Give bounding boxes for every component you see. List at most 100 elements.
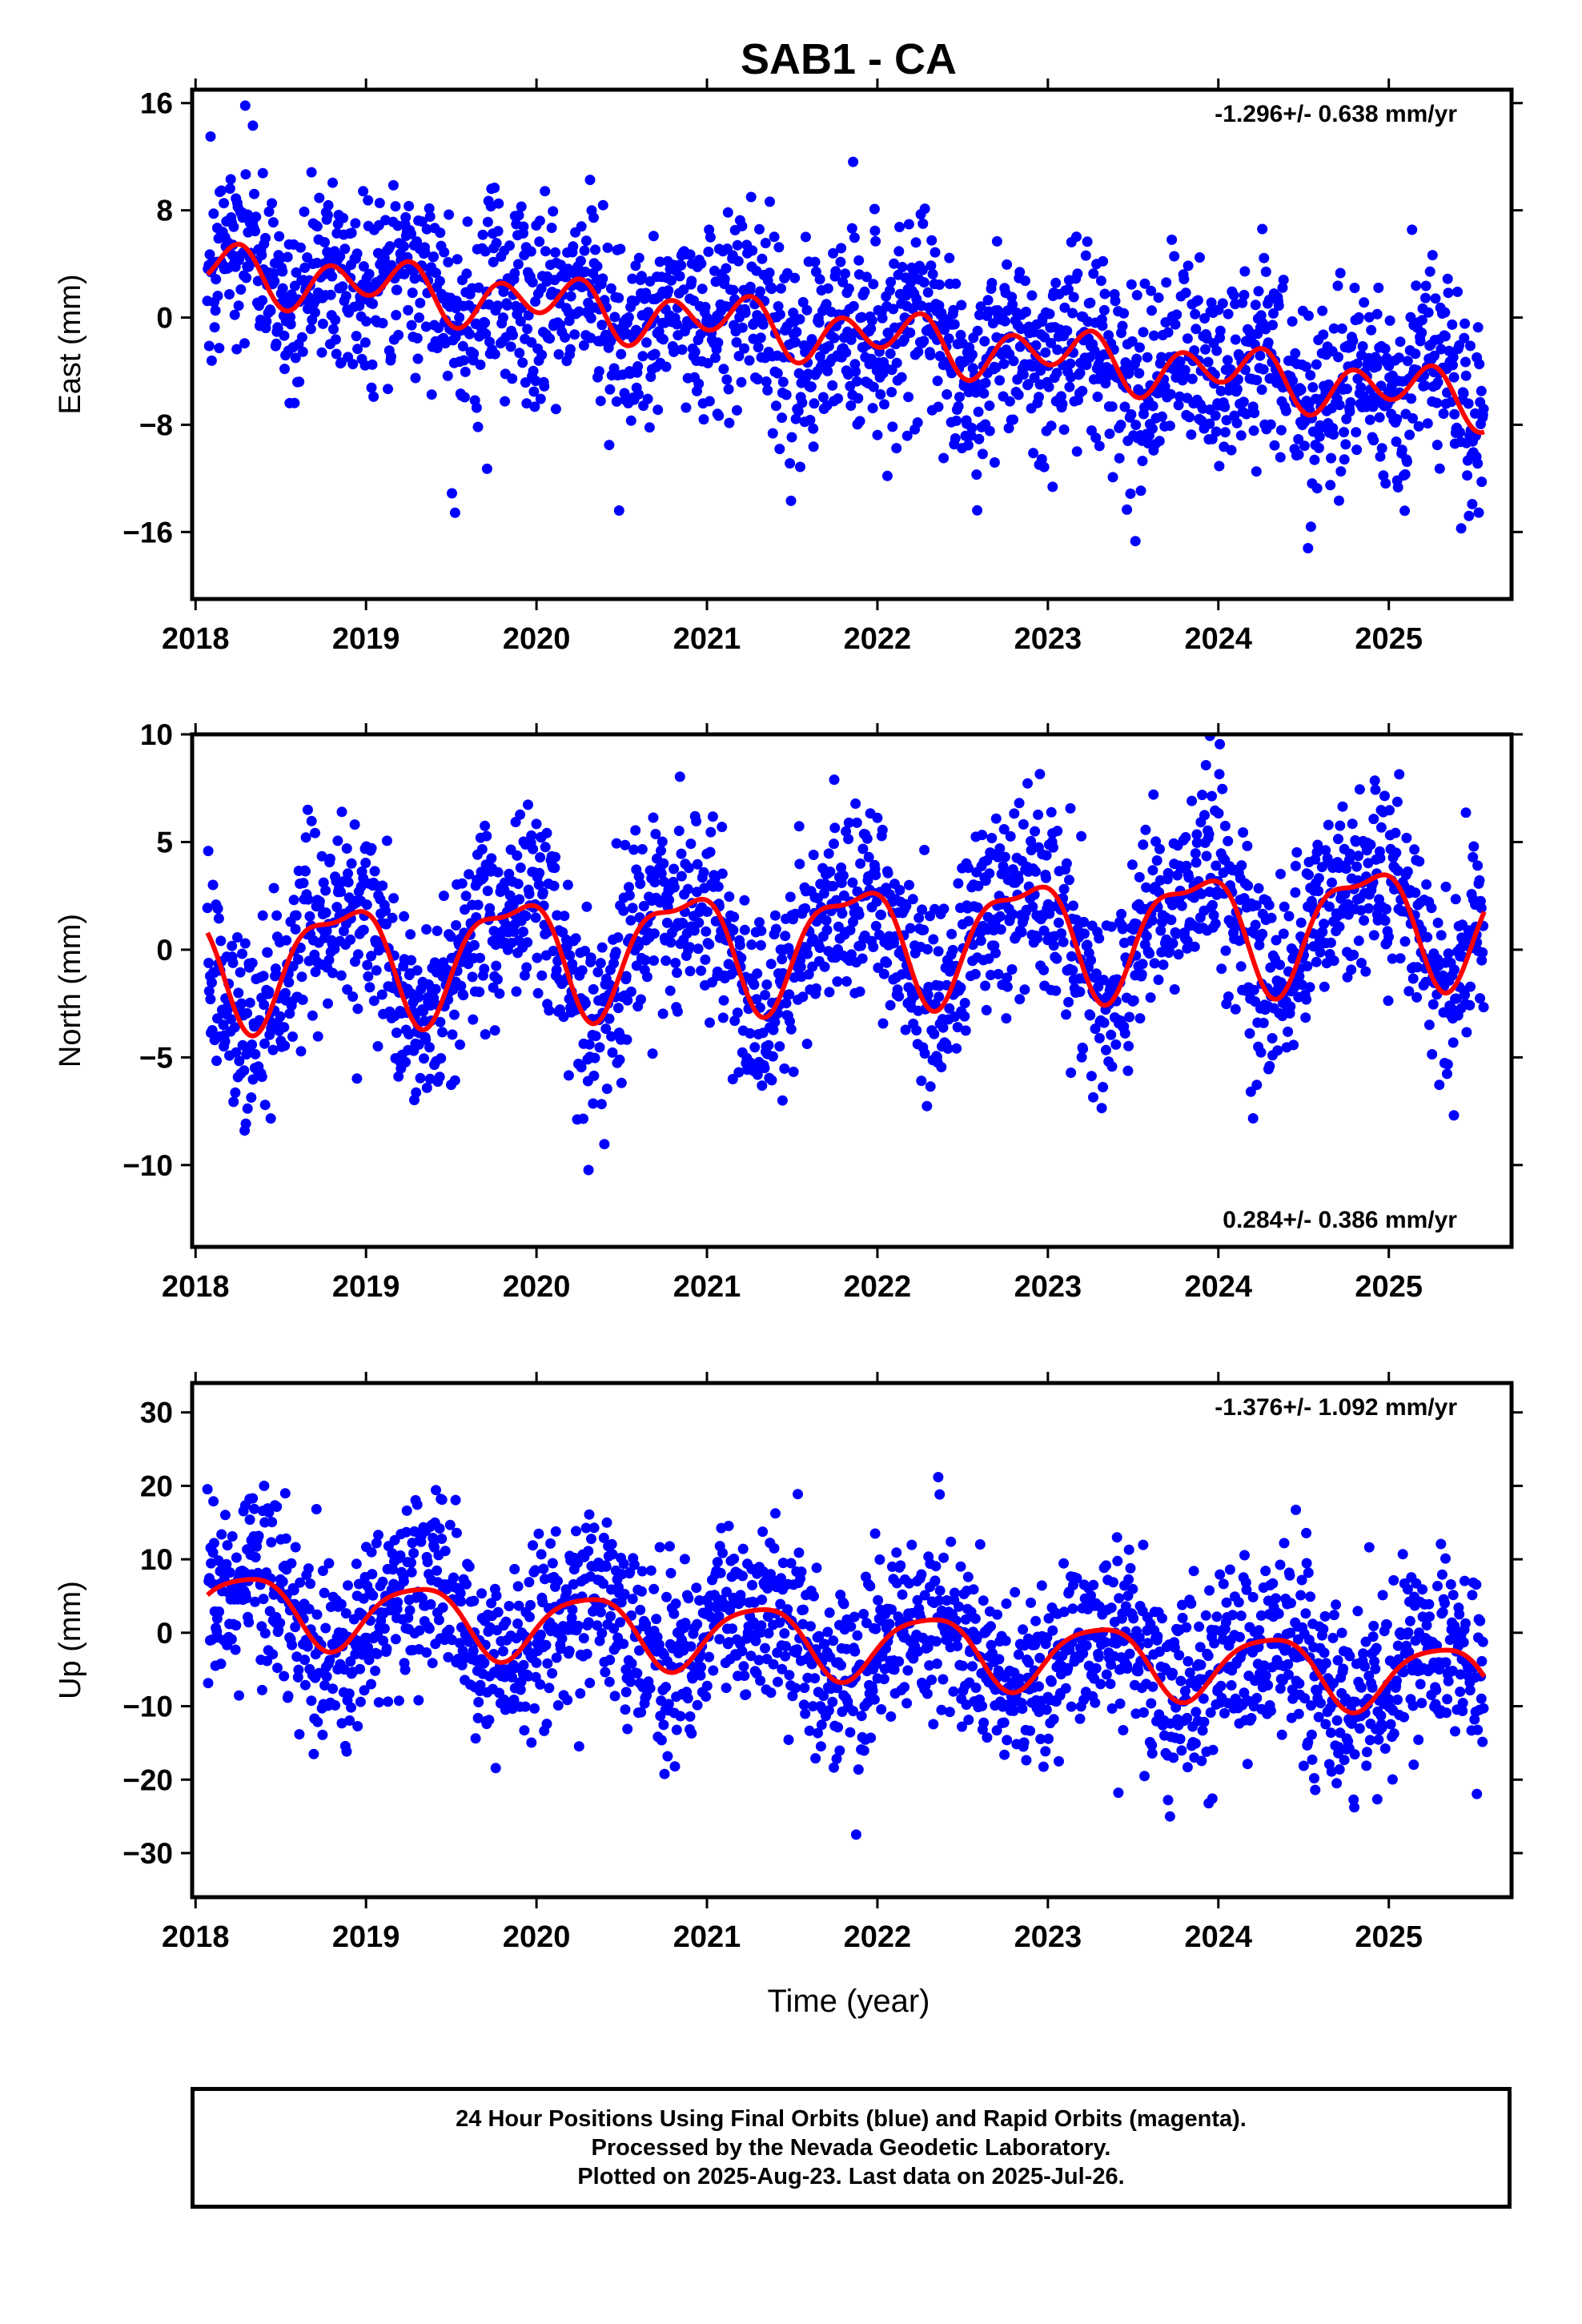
data-point <box>760 1642 770 1654</box>
data-point <box>363 971 374 982</box>
data-point <box>1451 993 1462 1004</box>
data-point <box>1473 507 1484 518</box>
data-point <box>330 315 341 325</box>
data-point <box>520 911 532 922</box>
data-point <box>1170 928 1182 939</box>
data-point <box>721 263 732 274</box>
data-point <box>608 1623 620 1634</box>
data-point <box>459 355 469 366</box>
data-point <box>737 1543 749 1554</box>
data-point <box>212 291 223 301</box>
data-point <box>857 312 867 323</box>
data-point <box>586 1534 596 1545</box>
data-point <box>705 231 716 243</box>
data-point <box>774 1041 785 1052</box>
data-point <box>671 1724 682 1735</box>
data-point <box>1095 275 1106 287</box>
data-point <box>588 1098 599 1109</box>
data-point <box>1058 424 1070 435</box>
data-point <box>490 1763 501 1774</box>
data-point <box>1344 406 1355 417</box>
data-point <box>701 1680 713 1691</box>
data-point <box>472 899 484 911</box>
data-point <box>789 272 801 283</box>
data-point <box>211 274 222 285</box>
data-point <box>1166 915 1177 926</box>
data-point <box>366 382 377 393</box>
data-point <box>1064 875 1074 886</box>
data-point <box>1059 302 1070 313</box>
x-tick-label: 2019 <box>332 622 400 656</box>
x-tick-label: 2020 <box>503 622 571 656</box>
data-point <box>358 261 369 272</box>
data-point <box>267 198 278 209</box>
data-point <box>513 1600 524 1611</box>
data-point <box>480 1029 491 1040</box>
data-point <box>644 422 655 433</box>
data-point <box>562 1695 573 1706</box>
data-point <box>732 404 742 416</box>
data-point <box>755 939 766 951</box>
data-point <box>962 440 974 451</box>
data-point <box>800 231 811 243</box>
data-point <box>303 1603 315 1614</box>
data-point <box>808 850 819 860</box>
data-point <box>595 1606 606 1618</box>
data-point <box>480 820 491 831</box>
data-point <box>616 348 627 360</box>
data-point <box>1210 410 1221 421</box>
data-point <box>1401 456 1412 468</box>
data-point <box>406 228 417 239</box>
data-point <box>984 425 995 436</box>
data-point <box>561 1586 572 1597</box>
data-point <box>797 397 808 408</box>
data-point <box>766 283 777 295</box>
data-point <box>1136 969 1147 980</box>
data-point <box>351 331 362 342</box>
data-point <box>476 1588 488 1599</box>
data-point <box>1098 255 1109 267</box>
data-point <box>344 1715 355 1726</box>
data-point <box>672 319 682 330</box>
data-point <box>994 843 1006 854</box>
data-point <box>1273 300 1284 312</box>
data-point <box>606 1538 617 1550</box>
data-point <box>727 1074 738 1084</box>
data-point <box>849 232 860 243</box>
data-point <box>1186 795 1198 806</box>
data-point <box>1046 420 1057 432</box>
data-point <box>1007 909 1018 919</box>
data-point <box>497 312 508 324</box>
data-point <box>604 1655 616 1666</box>
data-point <box>263 986 275 997</box>
data-point <box>337 281 348 292</box>
data-point <box>1251 1080 1263 1091</box>
data-point <box>1243 880 1254 891</box>
data-point <box>523 310 534 321</box>
data-point <box>421 223 432 235</box>
data-point <box>818 888 829 899</box>
data-point <box>1318 329 1329 340</box>
data-point <box>247 1074 259 1085</box>
data-point <box>1405 312 1416 323</box>
data-point <box>1390 827 1401 838</box>
data-point <box>1048 842 1058 853</box>
data-point <box>438 891 449 902</box>
data-point <box>919 203 930 215</box>
data-point <box>1416 315 1427 326</box>
data-point <box>263 206 275 217</box>
data-point <box>239 338 250 349</box>
data-point <box>406 320 417 331</box>
data-point <box>1327 877 1337 888</box>
data-point <box>925 1081 936 1092</box>
data-point <box>1277 282 1288 293</box>
data-point <box>227 957 239 968</box>
data-point <box>1334 921 1345 932</box>
data-point <box>1301 994 1312 1005</box>
data-point <box>251 211 262 223</box>
data-point <box>795 961 806 972</box>
data-point <box>1256 384 1267 396</box>
data-point <box>401 1505 412 1516</box>
data-point <box>665 1567 677 1578</box>
